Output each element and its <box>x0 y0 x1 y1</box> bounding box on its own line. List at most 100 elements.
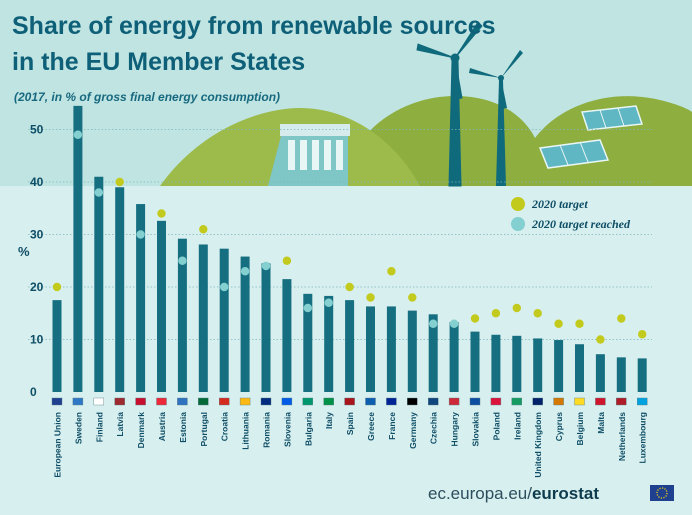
bar-finland <box>94 176 104 392</box>
legend-target-reached-swatch <box>511 217 525 231</box>
x-tick-label: Romania <box>262 412 272 448</box>
target-marker-cyprus <box>554 319 563 328</box>
y-tick-10: 10 <box>30 333 44 347</box>
chart-subtitle: (2017, in % of gross final energy consum… <box>14 90 281 104</box>
bar-belgium <box>575 344 584 392</box>
target-marker-poland <box>491 309 501 318</box>
flag-european-union <box>51 397 63 406</box>
flag-austria <box>156 397 167 406</box>
source-brand: eurostat <box>531 484 600 503</box>
target-marker-netherlands <box>617 314 626 323</box>
x-tick-label: United Kingdom <box>533 412 543 478</box>
target-marker-greece <box>366 293 375 302</box>
x-tick-label: Italy <box>324 412 334 429</box>
target-marker-denmark <box>136 230 145 239</box>
flag-bulgaria <box>302 397 313 406</box>
x-tick-label: France <box>387 412 397 440</box>
flag-united-kingdom <box>532 397 543 406</box>
x-tick-label: Austria <box>157 412 167 442</box>
x-tick-label: Slovenia <box>282 412 292 447</box>
target-marker-finland <box>94 188 104 197</box>
bar-spain <box>345 300 355 392</box>
target-marker-european-union <box>52 282 62 292</box>
y-tick-40: 40 <box>30 175 44 189</box>
bar-hungary <box>449 322 459 392</box>
x-tick-label: Belgium <box>575 412 585 446</box>
bar-slovakia <box>470 331 480 392</box>
x-tick-label: Luxembourg <box>638 412 648 463</box>
x-tick-label: Netherlands <box>617 412 627 461</box>
bar-malta <box>595 354 605 392</box>
flag-estonia <box>177 397 188 406</box>
bars <box>52 105 647 392</box>
source-footer: ec.europa.eu/eurostat <box>428 484 599 504</box>
chart-title-line2: in the EU Member States <box>12 48 306 76</box>
bar-austria <box>157 220 166 392</box>
target-marker-lithuania <box>240 267 250 276</box>
bar-latvia <box>115 187 125 392</box>
x-tick-label: Sweden <box>73 412 83 444</box>
target-marker-romania <box>261 261 271 271</box>
x-tick-label: Slovakia <box>471 412 481 447</box>
x-tick-label: Germany <box>408 412 418 449</box>
flag-slovakia <box>469 397 481 406</box>
x-tick-label: Hungary <box>450 412 460 447</box>
bar-poland <box>491 334 501 392</box>
x-tick-labels: European Union Sweden Finland Latvia Denmark… <box>53 412 648 478</box>
bar-croatia <box>219 248 229 392</box>
x-tick-label: European Union <box>53 412 63 478</box>
y-tick-30: 30 <box>30 228 44 242</box>
x-tick-label: Malta <box>596 412 606 434</box>
solar-panel-icon <box>538 105 644 169</box>
wind-turbine-icon-small <box>469 50 523 186</box>
flag-sweden <box>72 397 84 406</box>
target-marker-czechia <box>429 319 438 328</box>
target-marker-sweden <box>73 130 83 139</box>
bar-estonia <box>177 238 187 392</box>
flag-spain <box>344 397 355 406</box>
y-tick-50: 50 <box>30 123 44 137</box>
x-tick-label: Croatia <box>220 412 230 442</box>
target-marker-ireland <box>512 303 521 313</box>
x-tick-label: Poland <box>491 412 501 440</box>
dam-icon <box>268 124 350 186</box>
target-marker-italy <box>324 298 333 307</box>
y-tick-0: 0 <box>30 385 37 399</box>
bar-sweden <box>73 105 83 392</box>
target-marker-portugal <box>199 225 208 234</box>
bar-greece <box>366 306 375 392</box>
legend: 2020 target 2020 target reached <box>511 197 631 231</box>
x-tick-label: Portugal <box>199 412 209 446</box>
x-tick-label: Greece <box>366 412 376 441</box>
legend-target-reached-label: 2020 target reached <box>531 217 631 231</box>
flag-italy <box>323 397 334 406</box>
bar-european-union <box>52 300 62 392</box>
flag-lithuania <box>239 397 251 406</box>
target-marker-spain <box>345 282 354 292</box>
bar-slovenia <box>282 279 292 392</box>
x-tick-label: Denmark <box>136 412 146 449</box>
flag-finland <box>93 397 105 406</box>
flag-greece <box>365 397 376 406</box>
x-tick-label: Cyprus <box>554 412 564 442</box>
flag-poland <box>490 397 502 406</box>
flag-netherlands <box>616 397 627 406</box>
x-tick-label: Czechia <box>429 412 439 444</box>
y-axis-label: % <box>18 244 30 259</box>
target-marker-slovenia <box>282 256 292 265</box>
flag-hungary <box>448 397 460 406</box>
target-marker-malta <box>596 335 605 344</box>
x-tick-label: Latvia <box>115 412 125 437</box>
y-tick-20: 20 <box>30 280 44 294</box>
bar-cyprus <box>554 340 564 392</box>
flag-cyprus <box>553 397 564 406</box>
target-marker-luxembourg <box>638 330 647 339</box>
y-gridlines <box>28 129 652 340</box>
target-marker-france <box>387 267 396 276</box>
bar-bulgaria <box>303 293 313 392</box>
legend-target-swatch <box>511 197 525 211</box>
flag-belgium <box>574 397 585 406</box>
target-marker-austria <box>157 209 166 218</box>
bar-germany <box>407 310 417 392</box>
